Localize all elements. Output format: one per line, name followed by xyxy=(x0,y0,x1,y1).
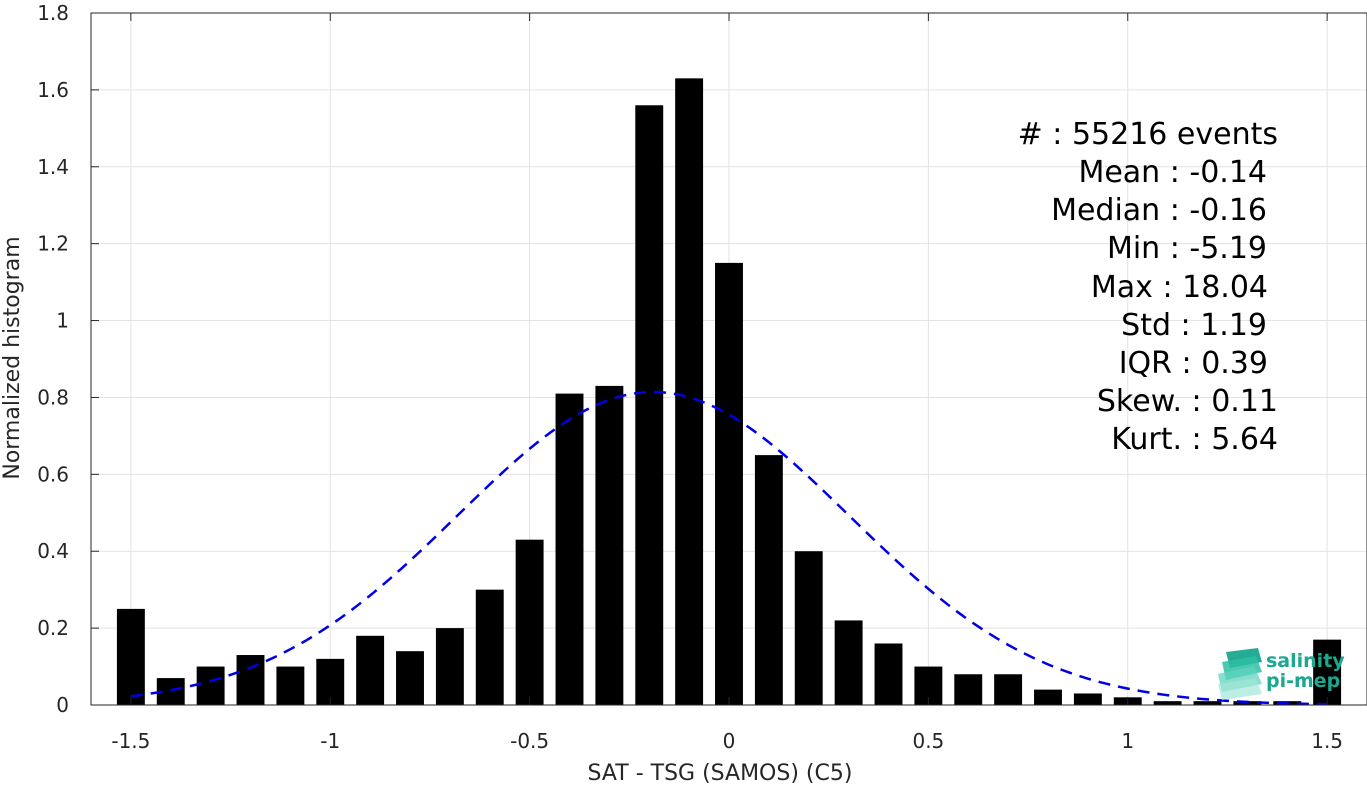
histogram-bar xyxy=(396,651,424,705)
x-tick-label: 1 xyxy=(1121,729,1134,753)
stat-kurt: Kurt. : 5.64 xyxy=(1111,422,1278,457)
histogram-bar xyxy=(1193,701,1222,705)
x-tick-label: -1.5 xyxy=(111,729,150,753)
histogram-bar xyxy=(435,628,464,705)
salinity-pi-mep-logo: salinity pi-mep xyxy=(1218,648,1345,700)
y-tick-label: 0 xyxy=(56,693,69,717)
histogram-bar xyxy=(715,262,743,705)
histogram-bar xyxy=(794,551,823,705)
stat-std: Std : 1.19 xyxy=(1121,308,1267,343)
y-axis-ticks: 0 0.2 0.4 0.6 0.8 1 1.2 1.4 1.6 1.8 xyxy=(37,1,99,717)
y-axis-label: Normalized histogram xyxy=(0,236,25,479)
y-tick-label: 1 xyxy=(56,309,69,333)
x-tick-label: 0 xyxy=(723,729,736,753)
y-tick-label: 0.2 xyxy=(37,616,69,640)
histogram-bar xyxy=(754,455,783,705)
stat-max: Max : 18.04 xyxy=(1091,270,1268,305)
histogram-bar xyxy=(555,393,584,705)
stat-median: Median : -0.16 xyxy=(1051,193,1267,228)
histogram-bars xyxy=(116,78,1342,706)
x-axis-label: SAT - TSG (SAMOS) (C5) xyxy=(588,761,853,785)
stat-events: # : 55216 events xyxy=(1018,117,1278,152)
y-tick-label: 1.6 xyxy=(37,78,69,102)
histogram-bar xyxy=(994,674,1023,705)
x-tick-label: -1 xyxy=(320,729,340,753)
histogram-bar xyxy=(1313,639,1342,705)
histogram-bar xyxy=(834,620,863,705)
stat-min: Min : -5.19 xyxy=(1107,231,1267,266)
y-tick-label: 1.8 xyxy=(37,1,69,25)
statistics-annotation: # : 55216 events Mean : -0.14 Median : -… xyxy=(1018,117,1278,457)
histogram-bar xyxy=(954,674,983,705)
histogram-bar xyxy=(116,608,145,705)
y-tick-label: 1.2 xyxy=(37,232,69,256)
histogram-bar xyxy=(1153,701,1182,705)
stat-mean: Mean : -0.14 xyxy=(1078,155,1267,190)
y-tick-label: 0.6 xyxy=(37,462,69,486)
histogram-bar xyxy=(595,385,624,705)
x-tick-label: 0.5 xyxy=(912,729,944,753)
histogram-bar xyxy=(874,643,903,705)
stat-iqr: IQR : 0.39 xyxy=(1119,346,1268,381)
x-tick-label: 1.5 xyxy=(1311,729,1343,753)
histogram-bar xyxy=(356,635,385,705)
x-axis-ticks: -1.5 -1 -0.5 0 0.5 1 1.5 xyxy=(111,13,1343,753)
histogram-bar xyxy=(1034,689,1062,705)
y-tick-label: 1.4 xyxy=(37,155,69,179)
logo-text-line1: salinity xyxy=(1266,650,1345,672)
histogram-bar xyxy=(475,589,504,705)
logo-text-line2: pi-mep xyxy=(1266,670,1340,692)
logo-mark-icon xyxy=(1218,648,1262,700)
histogram-bar xyxy=(276,666,305,705)
histogram-bar xyxy=(1073,693,1102,705)
y-tick-label: 0.8 xyxy=(37,385,69,409)
stat-skew: Skew. : 0.11 xyxy=(1097,384,1278,419)
gaussian-fit-curve xyxy=(130,390,1328,706)
y-tick-label: 0.4 xyxy=(37,539,69,563)
histogram-bar xyxy=(196,666,225,705)
x-tick-label: -0.5 xyxy=(510,729,549,753)
histogram-bar xyxy=(675,78,704,706)
histogram-bar xyxy=(635,105,664,706)
histogram-bar xyxy=(515,539,544,705)
histogram-bar xyxy=(236,655,265,705)
